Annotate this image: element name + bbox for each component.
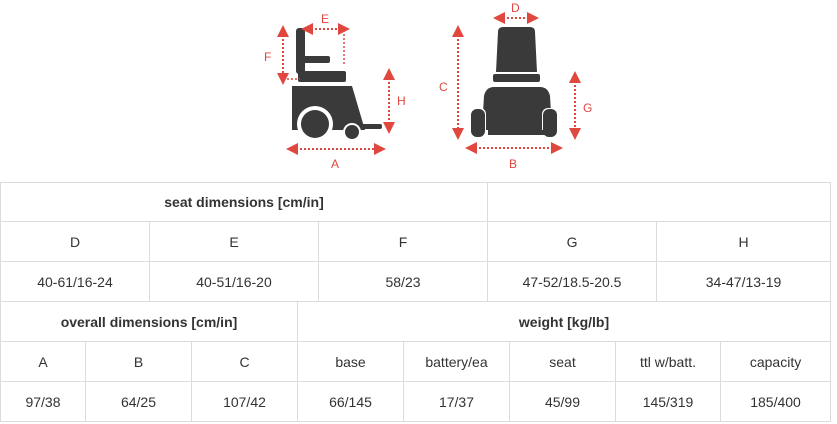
seat-col-f: F: [317, 221, 489, 262]
value-capacity: 185/400: [719, 381, 832, 422]
seat-value-g: 47-52/18.5-20.5: [487, 261, 658, 302]
label-a: A: [331, 157, 339, 171]
seat-col-e: E: [149, 221, 319, 262]
col-a: A: [0, 341, 86, 382]
seat-col-g: G: [487, 221, 658, 262]
seat-dimensions-header: seat dimensions [cm/in]: [0, 182, 489, 222]
seat-dimensions-table: seat dimensions [cm/in] D E F G H 40-61/…: [0, 182, 832, 302]
value-c: 107/42: [191, 381, 298, 422]
front-view-chair: [470, 27, 558, 138]
seat-value-e: 40-51/16-20: [149, 261, 319, 302]
seat-col-h: H: [656, 221, 832, 262]
value-seat: 45/99: [509, 381, 616, 422]
wheelchair-dimension-diagram: E F H A D C G B: [264, 1, 592, 171]
seat-value-h: 34-47/13-19: [656, 261, 832, 302]
label-b: B: [509, 157, 517, 171]
col-total-with-battery: ttl w/batt.: [615, 341, 721, 382]
value-total-with-battery: 145/319: [615, 381, 721, 422]
label-g: G: [583, 101, 592, 115]
overall-weight-table: overall dimensions [cm/in] weight [kg/lb…: [0, 301, 832, 422]
weight-header: weight [kg/lb]: [296, 301, 832, 342]
label-f: F: [264, 50, 271, 64]
label-c: C: [439, 80, 448, 94]
label-e: E: [321, 12, 329, 26]
col-base: base: [297, 341, 404, 382]
label-h: H: [397, 94, 406, 108]
col-battery: battery/ea: [403, 341, 510, 382]
value-a: 97/38: [0, 381, 86, 422]
col-seat: seat: [509, 341, 616, 382]
value-b: 64/25: [85, 381, 192, 422]
overall-dimensions-header: overall dimensions [cm/in]: [0, 301, 298, 342]
value-base: 66/145: [297, 381, 404, 422]
col-c: C: [191, 341, 298, 382]
col-b: B: [85, 341, 192, 382]
seat-value-d: 40-61/16-24: [0, 261, 150, 302]
empty-header-cell: [487, 182, 832, 222]
value-battery: 17/37: [403, 381, 510, 422]
label-d: D: [511, 1, 520, 15]
seat-value-f: 58/23: [317, 261, 489, 302]
col-capacity: capacity: [719, 341, 832, 382]
side-view-chair: [292, 28, 382, 142]
seat-col-d: D: [0, 221, 150, 262]
